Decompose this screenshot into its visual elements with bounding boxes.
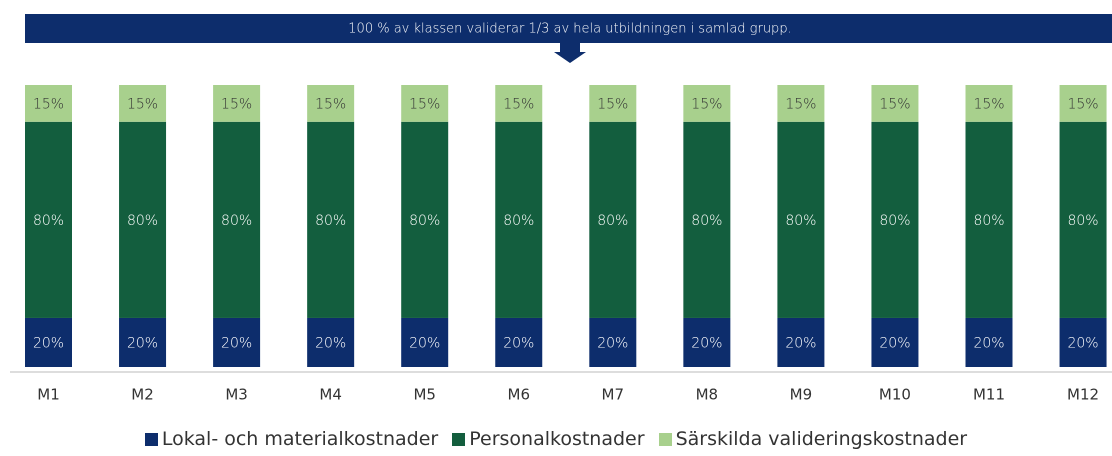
legend-item: Särskilda valideringskostnader	[658, 428, 968, 450]
x-tick-label: M9	[790, 386, 813, 404]
value-label: 15%	[503, 96, 534, 112]
x-tick-label: M4	[319, 386, 342, 404]
legend-label: Särskilda valideringskostnader	[675, 428, 968, 450]
bar-segment	[307, 317, 355, 367]
x-tick-label: M7	[602, 386, 625, 404]
bar-segment	[871, 317, 919, 367]
bar-segment	[965, 317, 1013, 367]
bar-segment	[871, 121, 919, 318]
value-label: 80%	[973, 213, 1004, 229]
bar-segment	[589, 85, 637, 122]
value-label: 20%	[691, 335, 722, 351]
value-label: 80%	[221, 213, 252, 229]
x-tick-label: M10	[879, 386, 911, 404]
value-label: 80%	[597, 213, 628, 229]
legend: Lokal- och materialkostnader Personalkost…	[0, 428, 1112, 450]
legend-item: Lokal- och materialkostnader	[144, 428, 439, 450]
bar-segment	[25, 317, 72, 367]
value-label: 20%	[503, 335, 534, 351]
value-label: 15%	[127, 96, 158, 112]
value-label: 80%	[315, 213, 346, 229]
value-label: 20%	[785, 335, 816, 351]
value-label: 20%	[1067, 335, 1098, 351]
value-label: 80%	[879, 213, 910, 229]
value-label: 20%	[409, 335, 440, 351]
legend-swatch	[658, 432, 672, 446]
bar-segment	[401, 317, 449, 367]
value-label: 80%	[409, 213, 440, 229]
bar-segment	[25, 121, 72, 318]
bar-segment	[307, 121, 355, 318]
value-label: 20%	[597, 335, 628, 351]
value-label: 15%	[1067, 96, 1098, 112]
x-tick-label: M2	[131, 386, 154, 404]
value-label: 15%	[785, 96, 816, 112]
bar-segment	[119, 121, 167, 318]
x-tick-label: M1	[37, 386, 60, 404]
value-label: 15%	[973, 96, 1004, 112]
bar-segment	[401, 121, 449, 318]
value-label: 80%	[691, 213, 722, 229]
annotation: 100 % av klassen validerar 1/3 av hela u…	[348, 22, 791, 37]
x-tick-label: M12	[1067, 386, 1099, 404]
value-label: 80%	[1067, 213, 1098, 229]
bar-segment	[495, 121, 543, 318]
bar-segment	[589, 121, 637, 318]
legend-swatch	[144, 432, 158, 446]
x-tick-label: M8	[696, 386, 719, 404]
value-label: 15%	[597, 96, 628, 112]
x-tick-label: M3	[225, 386, 248, 404]
bar-segment	[777, 121, 825, 318]
value-label: 20%	[33, 335, 64, 351]
value-label: 20%	[127, 335, 158, 351]
bar-segment	[589, 317, 637, 367]
value-label: 15%	[879, 96, 910, 112]
bar-segment	[495, 317, 543, 367]
bar-segment	[401, 85, 449, 122]
value-label: 15%	[33, 96, 64, 112]
legend-item: Personalkostnader	[452, 428, 645, 450]
value-label: 20%	[973, 335, 1004, 351]
bar-segment	[213, 85, 261, 122]
legend-swatch	[452, 432, 466, 446]
value-label: 15%	[315, 96, 346, 112]
legend-label: Personalkostnader	[469, 428, 645, 450]
chart: 100 % av klassen validerar 1/3 av hela u…	[10, 14, 1112, 404]
value-label: 80%	[503, 213, 534, 229]
value-label: 15%	[221, 96, 252, 112]
bar-segment	[119, 317, 167, 367]
bar-segment	[119, 85, 167, 122]
bar-segment	[683, 85, 731, 122]
bar-segment	[777, 85, 825, 122]
value-label: 15%	[691, 96, 722, 112]
bar-segment	[965, 121, 1013, 318]
x-tick-label: M11	[973, 386, 1005, 404]
value-label: 20%	[879, 335, 910, 351]
x-tick-label: M5	[413, 386, 436, 404]
bar-segment	[495, 85, 543, 122]
x-tick-label: M6	[508, 386, 531, 404]
banner	[25, 14, 1112, 43]
value-label: 20%	[221, 335, 252, 351]
value-label: 20%	[315, 335, 346, 351]
bar-segment	[683, 121, 731, 318]
value-label: 80%	[785, 213, 816, 229]
bar-segment	[213, 121, 261, 318]
bar-segment	[25, 85, 72, 122]
legend-label: Lokal- och materialkostnader	[161, 428, 439, 450]
arrow	[554, 43, 586, 63]
bar-segment	[1059, 317, 1107, 367]
value-label: 80%	[127, 213, 158, 229]
bar-segment	[213, 317, 261, 367]
bar-segment	[1059, 121, 1107, 318]
value-label: 15%	[409, 96, 440, 112]
bar-segment	[965, 85, 1013, 122]
bar-segment	[683, 317, 731, 367]
value-label: 80%	[33, 213, 64, 229]
bar-segment	[1059, 85, 1107, 122]
bar-segment	[777, 317, 825, 367]
bar-segment	[307, 85, 355, 122]
bar-segment	[871, 85, 919, 122]
